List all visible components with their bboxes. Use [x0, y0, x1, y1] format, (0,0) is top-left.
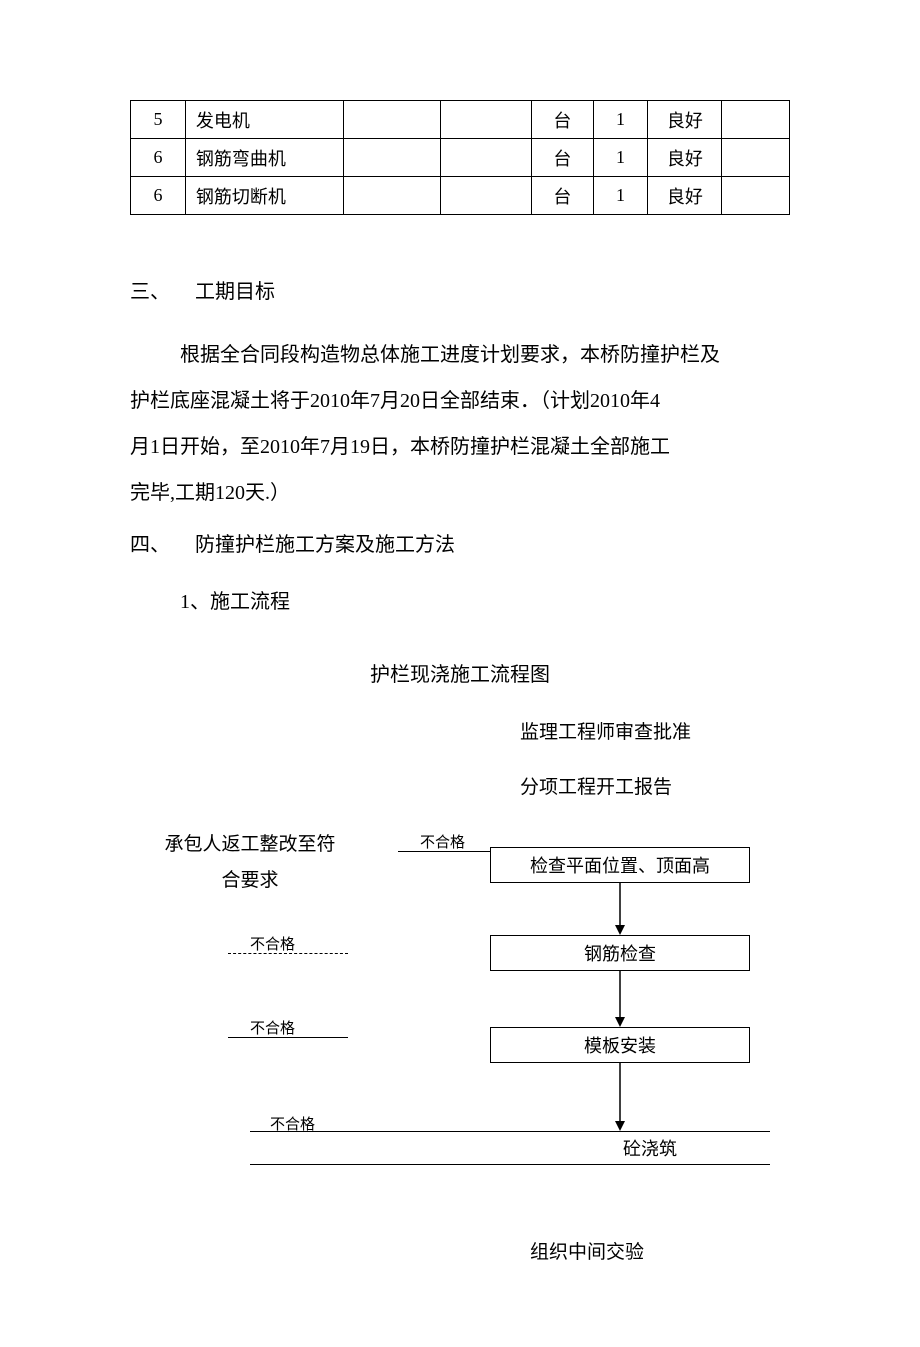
- nf-divider-3: [228, 1037, 348, 1038]
- section-3-number: 三、: [130, 275, 190, 304]
- flow-box-2: 钢筋检查: [490, 935, 750, 971]
- table-cell-qty: 1: [593, 177, 648, 215]
- section-4-sub1: 1、施工流程: [180, 585, 790, 614]
- section-4-title: 四、 防撞护栏施工方案及施工方法: [130, 528, 790, 557]
- table-cell-unit: 台: [532, 101, 593, 139]
- table-cell-no: 6: [131, 139, 186, 177]
- section-3-heading: 工期目标: [195, 281, 275, 303]
- table-cell-unit: 台: [532, 139, 593, 177]
- flow-left-label-1a: 承包人返工整改至符: [164, 834, 335, 855]
- table-cell-c3: [344, 177, 441, 215]
- table-cell-c3: [344, 101, 441, 139]
- table-cell-name: 发电机: [185, 101, 343, 139]
- table-cell-c3: [344, 139, 441, 177]
- flow-bottom-label: 组织中间交验: [530, 1237, 644, 1264]
- arrow-1: [613, 883, 627, 935]
- nf-label-3: 不合格: [250, 1017, 295, 1038]
- flow-left-label-1: 承包人返工整改至符 合要求: [140, 827, 360, 899]
- nf-divider-2: [228, 953, 348, 954]
- flow-right-line-1: 监理工程师审查批准: [520, 717, 790, 744]
- table-cell-name: 钢筋切断机: [185, 177, 343, 215]
- table-cell-c8: [722, 177, 790, 215]
- flowchart: 承包人返工整改至符 合要求 不合格 不合格 不合格 不合格 检查平面位置、顶面高…: [130, 827, 790, 1347]
- table-cell-cond: 良好: [648, 139, 722, 177]
- flowchart-title: 护栏现浇施工流程图: [130, 658, 790, 687]
- nf-label-1: 不合格: [420, 831, 465, 852]
- table-cell-c8: [722, 139, 790, 177]
- arrow-2: [613, 971, 627, 1027]
- sec3-line3: 月1日开始，至2010年7月19日，本桥防撞护栏混凝土全部施工: [130, 424, 790, 470]
- table-cell-name: 钢筋弯曲机: [185, 139, 343, 177]
- table-cell-c4: [441, 101, 532, 139]
- table-cell-c8: [722, 101, 790, 139]
- table-row: 5发电机 台1良好: [131, 101, 790, 139]
- table-row: 6钢筋切断机 台1良好: [131, 177, 790, 215]
- table-cell-c4: [441, 177, 532, 215]
- flow-left-label-1b: 合要求: [221, 870, 278, 891]
- table-cell-cond: 良好: [648, 101, 722, 139]
- flow-box-1: 检查平面位置、顶面高: [490, 847, 750, 883]
- nf-label-2: 不合格: [250, 933, 295, 954]
- sec3-line2: 护栏底座混凝土将于2010年7月20日全部结束．（计划2010年4: [130, 378, 790, 424]
- table-cell-cond: 良好: [648, 177, 722, 215]
- equipment-table: 5发电机台1良好6钢筋弯曲机台1良好6钢筋切断机台1良好: [130, 100, 790, 215]
- table-cell-qty: 1: [593, 139, 648, 177]
- sec3-line1: 根据全合同段构造物总体施工进度计划要求，本桥防撞护栏及: [130, 332, 790, 378]
- arrow-3: [613, 1063, 627, 1131]
- table-cell-qty: 1: [593, 101, 648, 139]
- table-cell-no: 5: [131, 101, 186, 139]
- section-4-number: 四、: [130, 528, 190, 557]
- table-row: 6钢筋弯曲机 台1良好: [131, 139, 790, 177]
- section-3: 三、 工期目标 根据全合同段构造物总体施工进度计划要求，本桥防撞护栏及 护栏底座…: [130, 275, 790, 516]
- flow-box-3: 模板安装: [490, 1027, 750, 1063]
- sec3-line4: 完毕,工期120天.）: [130, 470, 790, 516]
- table-cell-unit: 台: [532, 177, 593, 215]
- flow-box-4: 砼浇筑: [250, 1131, 770, 1165]
- table-cell-c4: [441, 139, 532, 177]
- flow-right-line-2: 分项工程开工报告: [520, 772, 790, 799]
- section-3-title: 三、 工期目标: [130, 275, 790, 304]
- table-cell-no: 6: [131, 177, 186, 215]
- section-4-heading: 防撞护栏施工方案及施工方法: [195, 534, 455, 556]
